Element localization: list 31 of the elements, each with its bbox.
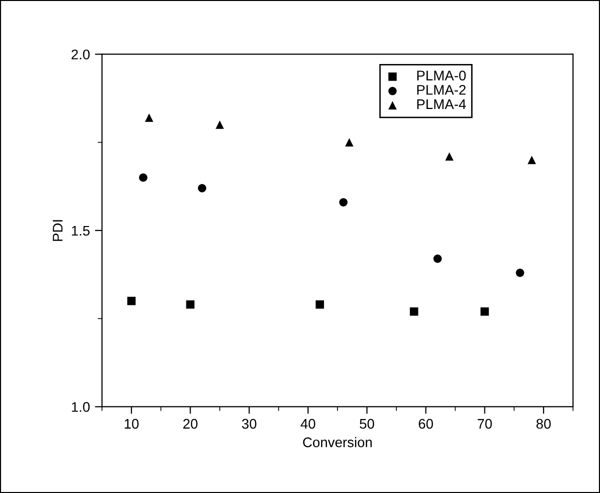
x-tick-label: 80 <box>536 418 551 429</box>
y-tick-label: 2.0 <box>72 50 90 60</box>
point <box>445 152 454 161</box>
point <box>127 296 136 306</box>
point <box>410 307 418 316</box>
point <box>144 114 154 122</box>
legend-label: PLMA-4 <box>417 99 466 109</box>
legend-label: PLMA-0 <box>417 70 466 80</box>
point <box>433 254 442 263</box>
x-tick-label: 60 <box>418 418 433 429</box>
point <box>186 300 194 309</box>
point <box>345 138 354 147</box>
point <box>316 300 324 309</box>
point <box>198 184 206 192</box>
x-tick-label: 20 <box>183 418 198 429</box>
x-tick-label: 30 <box>242 418 256 429</box>
point <box>139 173 148 182</box>
y-axis-title: PDI <box>52 220 62 241</box>
x-tick-label: 10 <box>124 418 139 429</box>
x-axis-title: Conversion <box>303 437 372 448</box>
x-tick-label: 40 <box>300 418 316 429</box>
point <box>339 198 348 206</box>
y-tick-label: 1.0 <box>72 402 90 412</box>
point <box>528 156 536 164</box>
x-tick-label: 70 <box>478 418 492 429</box>
point <box>216 120 224 129</box>
x-tick-label: 50 <box>360 418 374 429</box>
legend-label: PLMA-2 <box>417 84 466 95</box>
y-tick-label: 1.5 <box>72 226 90 236</box>
point <box>480 307 489 316</box>
point <box>516 268 524 277</box>
